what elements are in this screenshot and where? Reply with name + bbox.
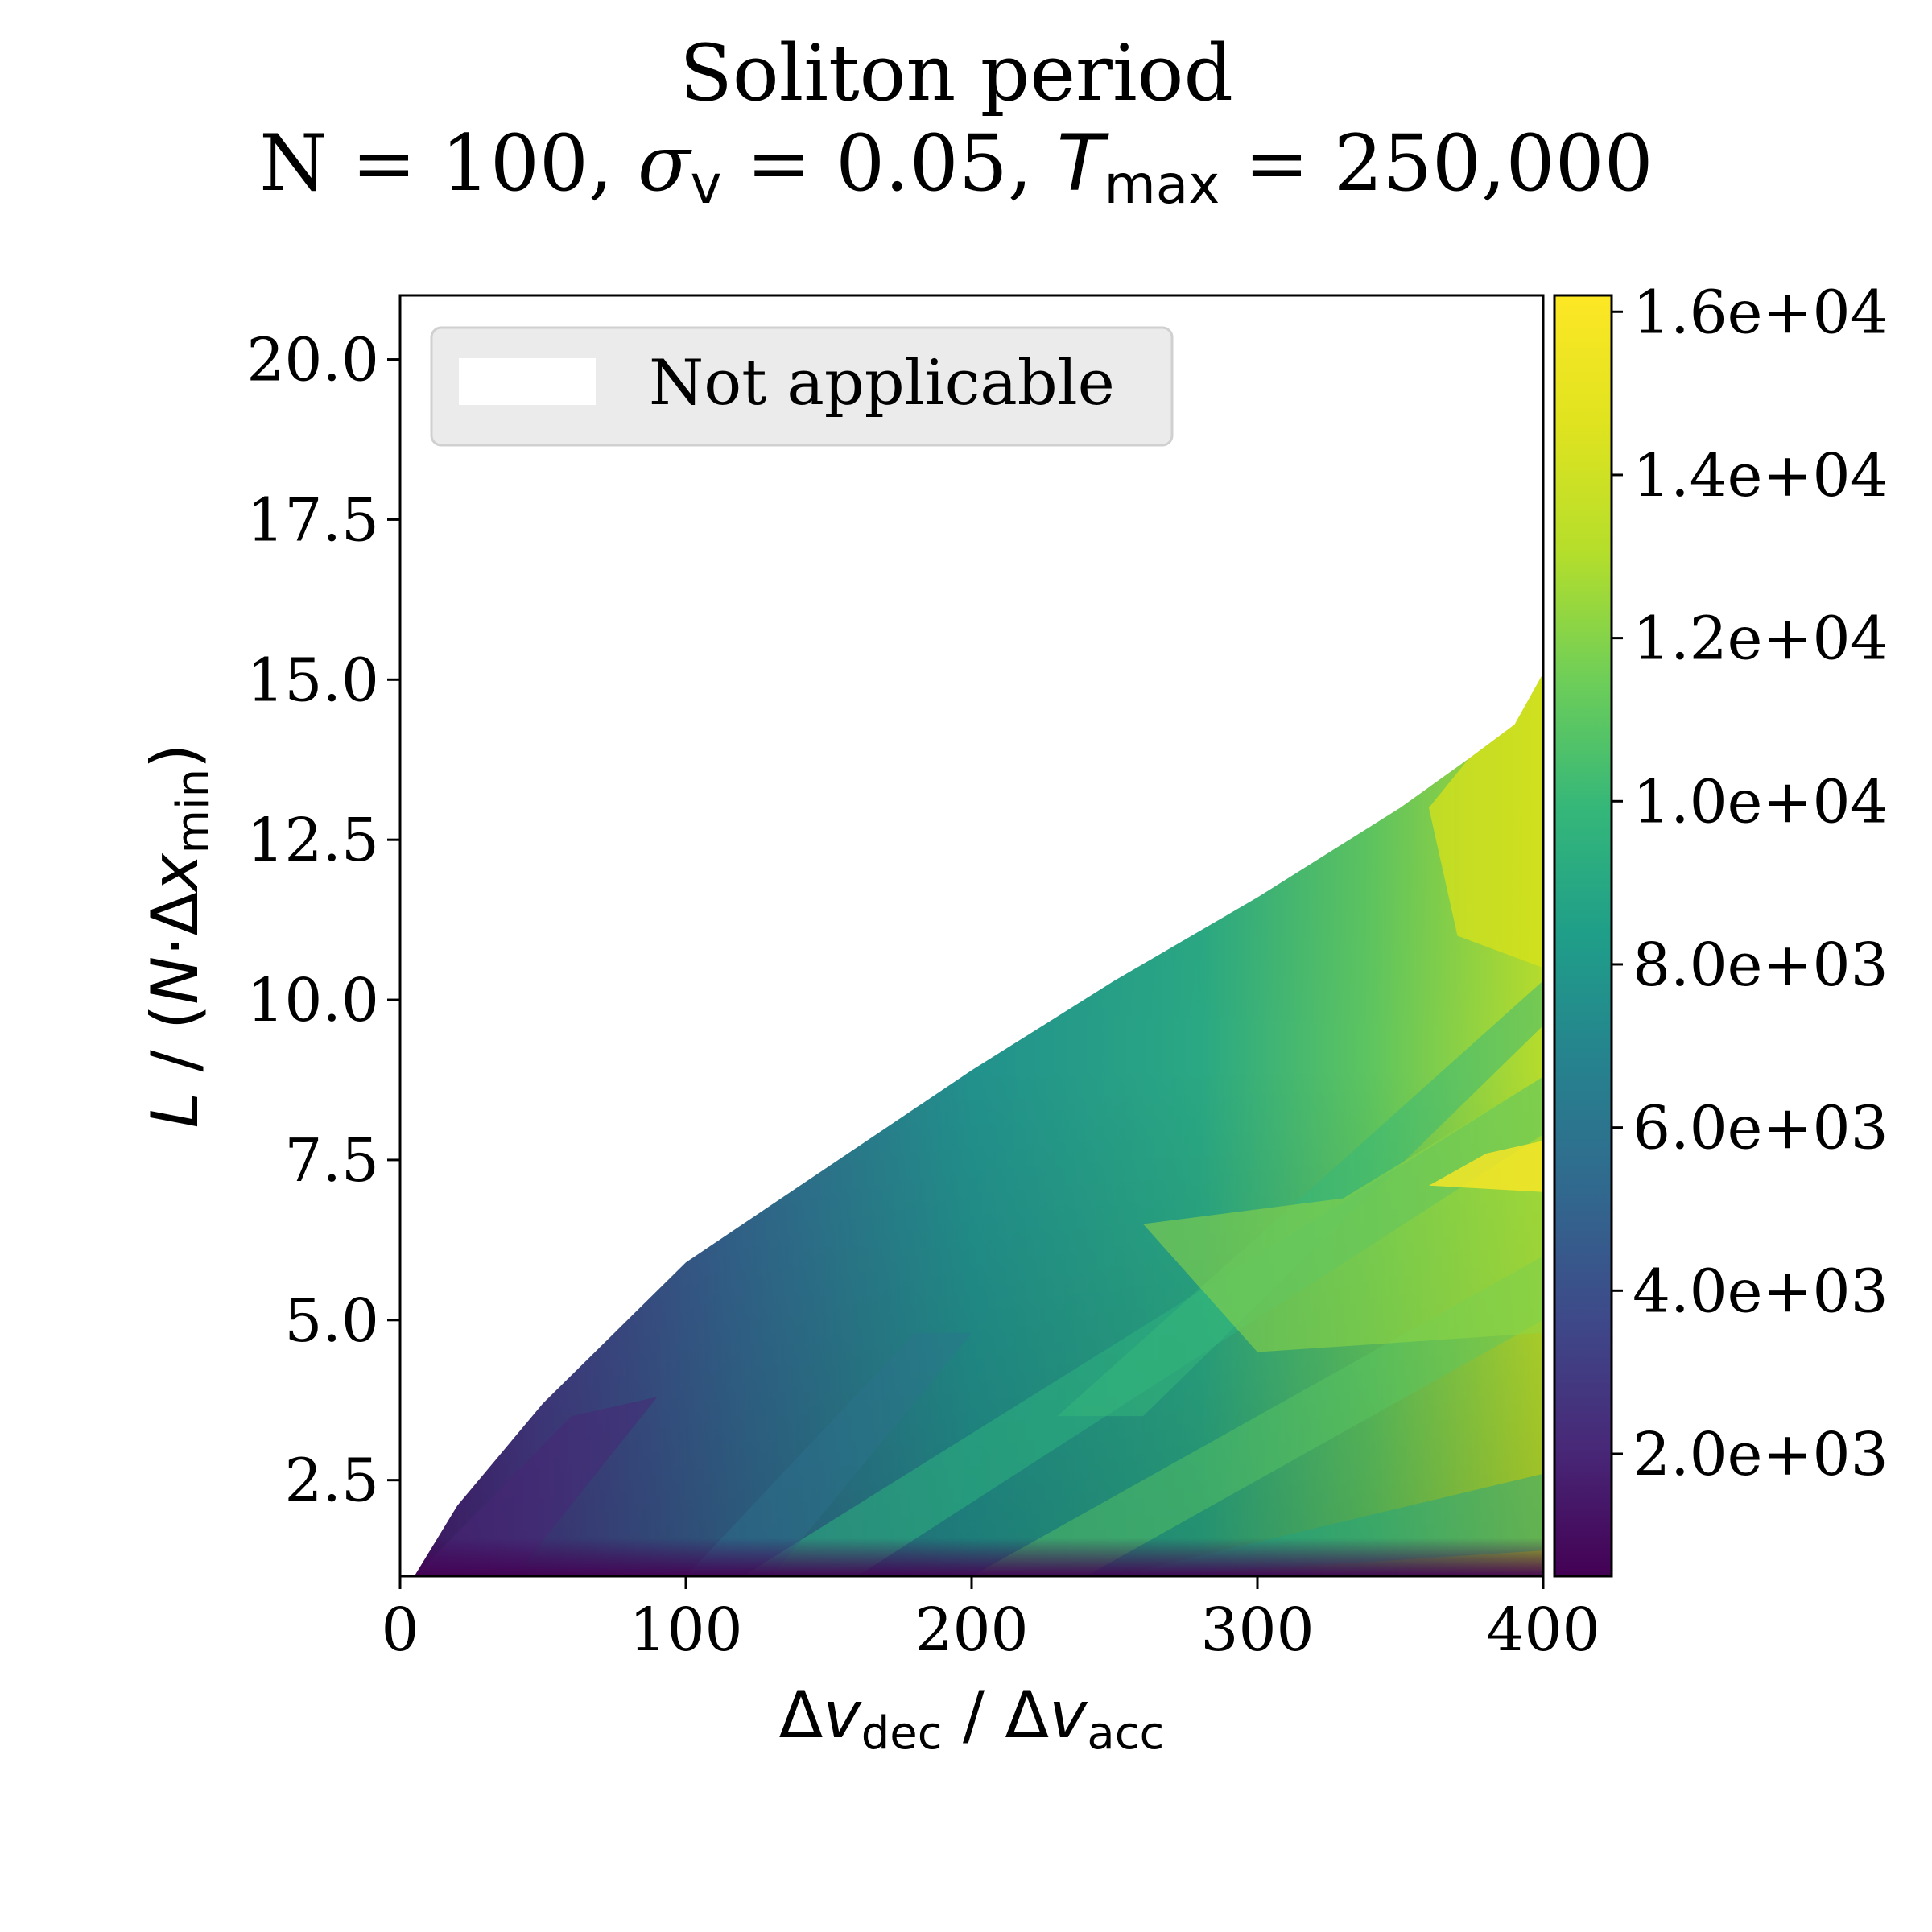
- colorbar-tick-label-6: 1.4e+04: [1633, 441, 1889, 510]
- ylabel-close: ): [138, 744, 213, 769]
- xlabel-sub-acc: acc: [1087, 1707, 1164, 1760]
- legend-box: [430, 326, 1174, 447]
- x-tick-label-4: 400: [1486, 1596, 1600, 1665]
- colorbar-gradient: [1553, 294, 1613, 1578]
- x-tick-label-0: 0: [381, 1596, 419, 1665]
- xlabel-delta-1: Δ: [779, 1678, 824, 1752]
- y-tick-label-7: 20.0: [246, 326, 379, 395]
- subtitle-sigma: σ: [638, 118, 692, 208]
- heatmap-band-6: [1429, 673, 1543, 968]
- chart-subtitle: N = 100, σv = 0.05, Tmax = 250,000: [259, 118, 1653, 216]
- heatmap-plot-area: 0 100 200 300 400 2.55.07.510.012.515.017.52…: [246, 294, 1600, 1665]
- colorbar: 2.0e+03 4.0e+03 6.0e+03 8.0e+03 1.0e+04 1.2e+…: [1553, 278, 1889, 1578]
- subtitle-prefix: N = 100,: [259, 118, 638, 208]
- heatmap-band-8: [414, 1397, 658, 1576]
- ylabel-dot-delta: ·Δ: [138, 892, 213, 956]
- y-tick-label-5: 15.0: [246, 646, 379, 715]
- x-tick-label-2: 200: [914, 1596, 1028, 1665]
- ylabel-n: N: [138, 956, 213, 1005]
- ylabel-l: L: [138, 1092, 213, 1129]
- legend-swatch-not-applicable: [459, 358, 596, 405]
- colorbar-tick-label-4: 1.0e+04: [1633, 767, 1889, 836]
- ylabel-sub-min: min: [167, 769, 220, 854]
- x-axis-label: Δvdec / Δvacc: [779, 1678, 1165, 1760]
- colorbar-ticks: 2.0e+03 4.0e+03 6.0e+03 8.0e+03 1.0e+04 1.2e+…: [1612, 278, 1889, 1489]
- y-axis-label: L / (N·Δxmin): [138, 744, 220, 1129]
- xlabel-v-1: v: [823, 1678, 862, 1752]
- y-tick-label-1: 5.0: [284, 1286, 379, 1356]
- colorbar-tick-label-1: 4.0e+03: [1633, 1257, 1889, 1326]
- y-axis-ticks: 2.5 5.0 7.5 10.0 12.5 15.0 17.5 20.0: [246, 326, 400, 1516]
- ylabel-middle: / (: [138, 1005, 213, 1092]
- y-tick-label-0: 2.5: [284, 1447, 379, 1516]
- heatmap-bottom-strip: [414, 1538, 1543, 1576]
- y-tick-label-2: 7.5: [284, 1126, 379, 1195]
- ylabel-x: x: [138, 852, 213, 894]
- subtitle-t: T: [1057, 118, 1109, 208]
- heatmap-band-7: [686, 1332, 972, 1576]
- x-tick-label-1: 100: [629, 1596, 742, 1665]
- colorbar-tick-label-2: 6.0e+03: [1633, 1094, 1889, 1163]
- subtitle-sigma-sub: v: [691, 154, 722, 216]
- y-tick-label-6: 17.5: [246, 485, 379, 555]
- y-tick-label-4: 12.5: [246, 806, 379, 875]
- x-tick-label-3: 300: [1200, 1596, 1314, 1665]
- colorbar-tick-label-5: 1.2e+04: [1633, 605, 1889, 674]
- heatmap-band-4: [1143, 1076, 1543, 1352]
- xlabel-sub-dec: dec: [861, 1707, 943, 1760]
- colorbar-tick-label-0: 2.0e+03: [1633, 1420, 1889, 1489]
- xlabel-middle: / Δ: [943, 1678, 1050, 1752]
- legend-label-not-applicable: Not applicable: [649, 347, 1115, 419]
- colorbar-tick-label-3: 8.0e+03: [1633, 931, 1889, 1000]
- legend: Not applicable: [430, 326, 1174, 447]
- heatmap-bands: [414, 673, 1543, 1576]
- colorbar-tick-label-7: 1.6e+04: [1633, 278, 1889, 347]
- subtitle-middle: = 0.05,: [722, 118, 1057, 208]
- heatmap-band-5: [1429, 1141, 1543, 1192]
- heatmap-band-3: [1057, 980, 1543, 1417]
- x-axis-ticks: 0 100 200 300 400: [381, 1576, 1600, 1665]
- xlabel-v-2: v: [1049, 1678, 1088, 1752]
- chart-title: Soliton period: [679, 28, 1233, 118]
- y-tick-label-3: 10.0: [246, 966, 379, 1035]
- subtitle-t-sub: max: [1104, 154, 1220, 216]
- subtitle-suffix: = 250,000: [1220, 118, 1653, 208]
